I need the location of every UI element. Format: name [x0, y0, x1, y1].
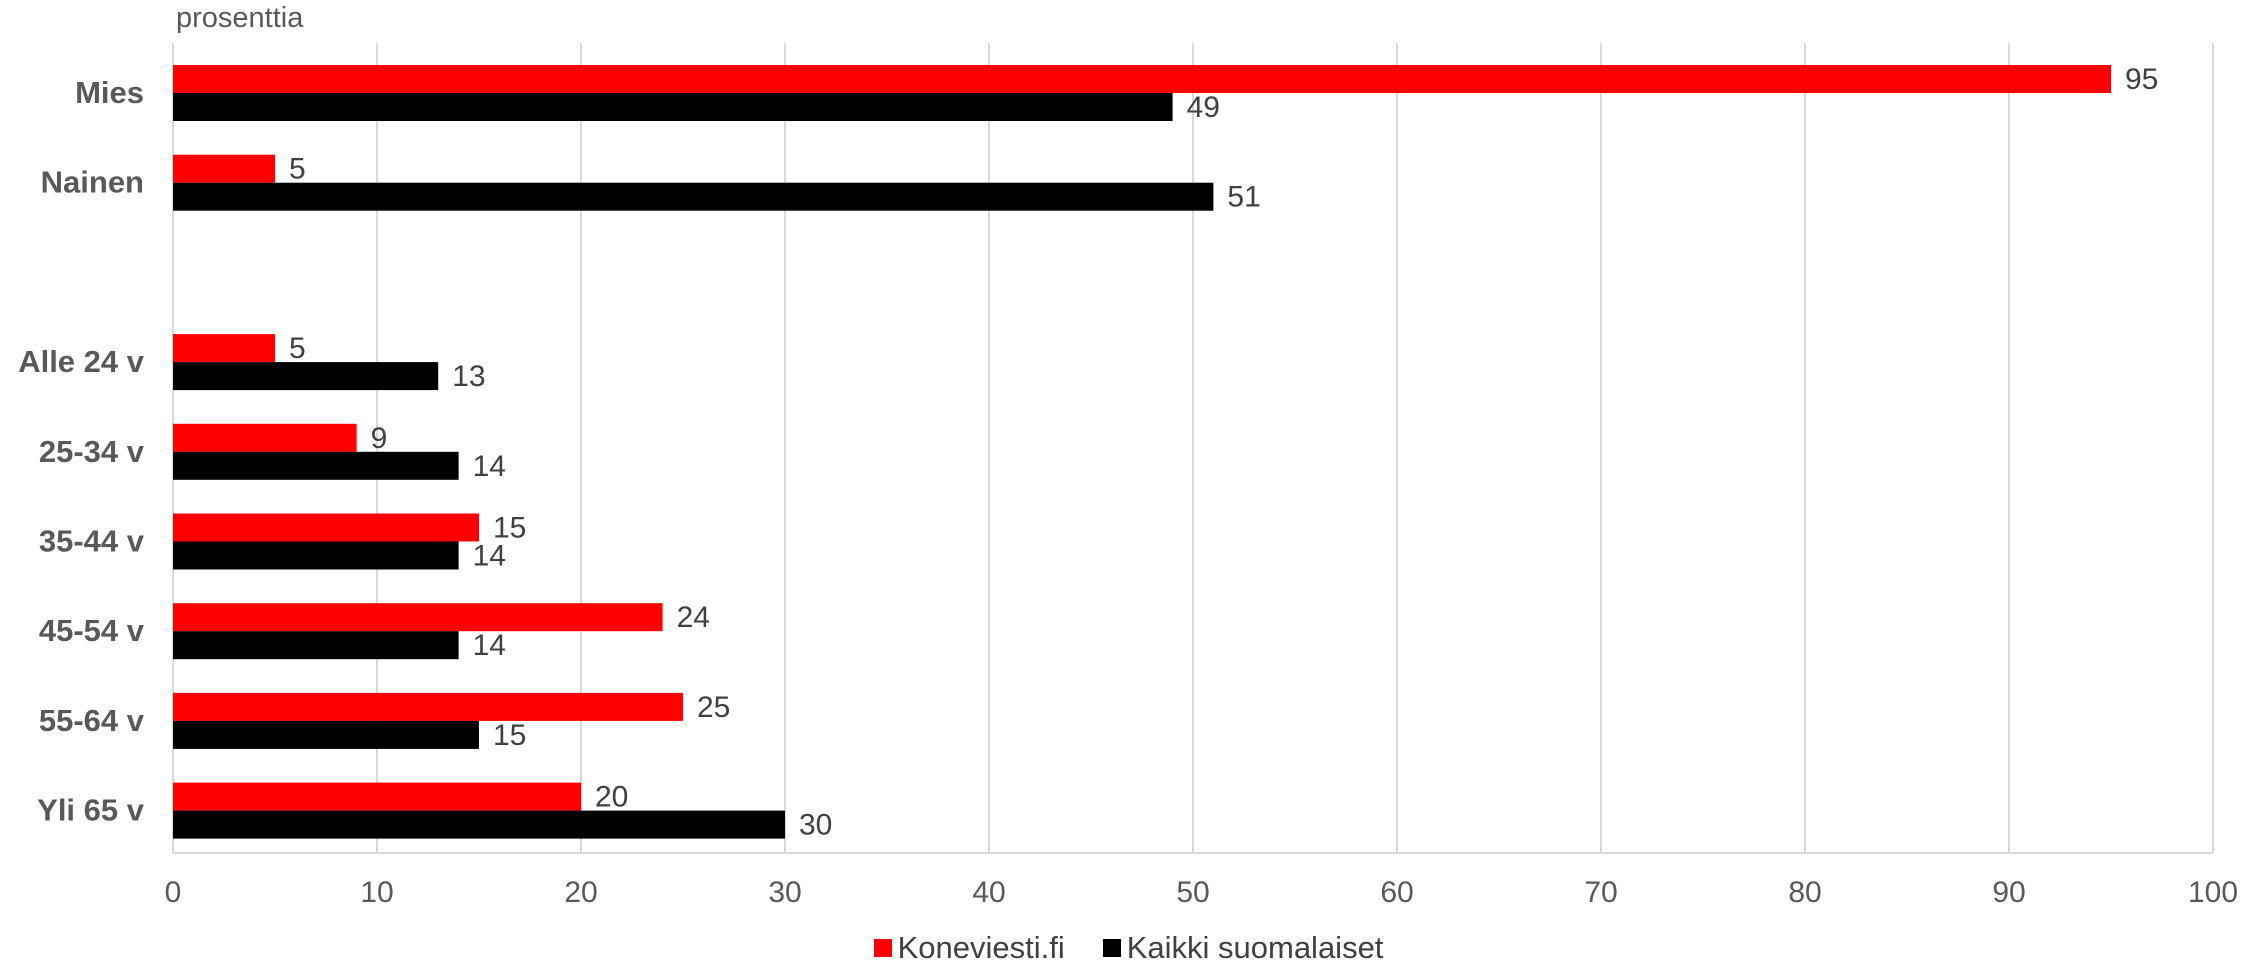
category-label: Mies [75, 75, 144, 110]
bar [173, 810, 785, 839]
data-label: 14 [473, 540, 506, 573]
x-tick-label: 60 [1380, 876, 1413, 909]
bar [173, 334, 275, 363]
bar [173, 513, 479, 542]
x-tick-label: 20 [564, 876, 597, 909]
x-tick-label: 70 [1584, 876, 1617, 909]
bar [173, 782, 581, 811]
x-tick-label: 90 [1992, 876, 2025, 909]
data-label: 14 [473, 629, 506, 662]
category-label: 45-54 v [39, 613, 145, 648]
bar [173, 451, 459, 480]
data-label: 15 [493, 719, 526, 752]
bar [173, 423, 357, 452]
gridlines [172, 43, 2214, 854]
category-label: 25-34 v [39, 434, 145, 469]
data-label: 5 [289, 153, 306, 186]
legend-item-kaikki: Kaikki suomalaiset [1102, 930, 1384, 966]
bar [173, 362, 439, 391]
x-tick-label: 0 [165, 876, 182, 909]
data-label: 15 [493, 512, 526, 545]
legend-label-koneviesti: Koneviesti.fi [897, 930, 1065, 965]
unit-label: prosenttia [176, 2, 304, 34]
legend-item-koneviesti: Koneviesti.fi [873, 930, 1065, 966]
bar [173, 93, 1173, 121]
category-label: Yli 65 v [37, 793, 145, 828]
bar [173, 182, 1214, 211]
data-label: 14 [473, 450, 506, 483]
x-axis-ticks: 0 10 20 30 40 50 60 70 80 90 100 [165, 876, 2238, 909]
x-tick-label: 50 [1176, 876, 1209, 909]
bar [173, 154, 275, 183]
data-label: 20 [595, 781, 628, 814]
bar [173, 603, 663, 632]
bar [173, 692, 683, 721]
x-tick-label: 80 [1788, 876, 1821, 909]
data-label: 49 [1187, 91, 1220, 124]
bar [173, 631, 459, 660]
data-label: 25 [697, 691, 730, 724]
bars [173, 65, 2111, 839]
category-label: Nainen [41, 165, 144, 200]
bar [173, 720, 479, 749]
bar [173, 65, 2111, 93]
data-label: 30 [799, 809, 832, 842]
data-label: 51 [1227, 181, 1260, 214]
category-label: Alle 24 v [18, 344, 145, 379]
data-label: 13 [452, 360, 485, 393]
legend: Koneviesti.fi Kaikki suomalaiset [0, 930, 2257, 966]
category-label: 55-64 v [39, 703, 145, 738]
data-label: 95 [2125, 63, 2158, 96]
data-label: 24 [677, 601, 710, 634]
x-tick-label: 30 [768, 876, 801, 909]
category-label: 35-44 v [39, 524, 145, 559]
data-label: 9 [371, 422, 388, 455]
legend-label-kaikki: Kaikki suomalaiset [1126, 930, 1384, 965]
legend-swatch-kaikki [1102, 939, 1121, 957]
x-tick-label: 100 [2188, 876, 2238, 909]
data-label: 5 [289, 332, 306, 365]
x-tick-label: 40 [972, 876, 1005, 909]
bar [173, 541, 459, 570]
legend-swatch-koneviesti [873, 939, 892, 957]
category-labels: Mies Nainen Alle 24 v 25-34 v 35-44 v 45-54 v… [18, 75, 145, 828]
x-tick-label: 10 [360, 876, 393, 909]
